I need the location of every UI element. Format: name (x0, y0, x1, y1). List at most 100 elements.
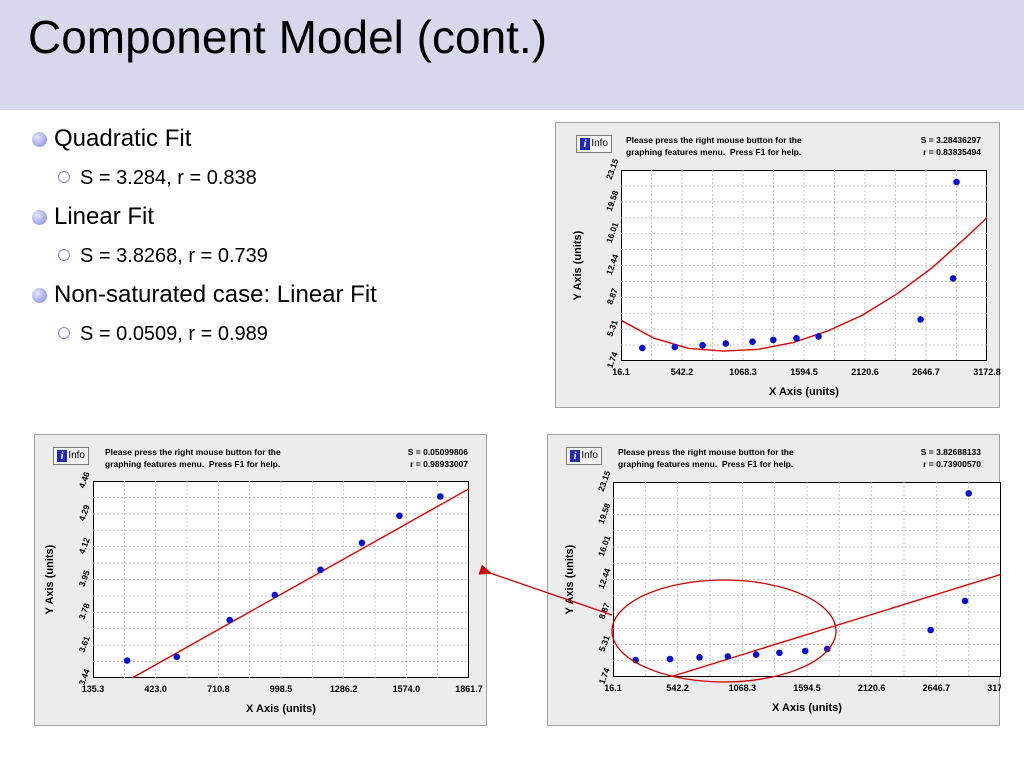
y-tick-label: 3.61 (77, 634, 92, 653)
x-tick-label: 3172.8 (987, 683, 1001, 693)
y-axis-label: Y Axis (units) (44, 544, 56, 614)
x-axis-label: X Axis (units) (246, 703, 316, 715)
info-button[interactable]: i Info (566, 447, 602, 465)
data-point (949, 275, 957, 282)
x-tick-label: 542.2 (671, 367, 694, 377)
bullet-dot-icon (32, 132, 47, 147)
x-tick-label: 1286.2 (330, 684, 358, 694)
y-tick-label: 16.01 (596, 534, 613, 558)
chart-non-saturated-linear-fit[interactable]: i Info Please press the right mouse butto… (34, 434, 487, 726)
x-tick-label: 2646.7 (912, 367, 940, 377)
stat-r: r = 0.83835494 (923, 147, 981, 157)
sub-bullet-text: S = 3.284, r = 0.838 (80, 167, 257, 189)
y-tick-label: 5.31 (605, 318, 620, 337)
data-point (770, 336, 777, 344)
data-point (271, 591, 279, 599)
data-point (123, 657, 131, 664)
info-icon: i (580, 138, 590, 150)
data-point (776, 649, 783, 657)
data-point (749, 338, 756, 345)
fit-stats: S = 0.05099806 r = 0.98933007 (343, 446, 468, 470)
data-point (317, 566, 324, 574)
x-tick-label: 135.3 (82, 684, 105, 694)
x-tick-label: 1594.5 (793, 683, 821, 693)
x-tick-label: 1068.3 (729, 367, 757, 377)
x-axis-label: X Axis (units) (769, 386, 839, 398)
sub-bullet-ring-icon (58, 327, 70, 339)
x-tick-label: 710.8 (207, 684, 230, 694)
bullet-list: Quadratic Fit S = 3.284, r = 0.838 Linea… (30, 122, 550, 356)
data-point (722, 340, 730, 347)
y-tick-label: 4.29 (77, 503, 92, 522)
bullet-text: Quadratic Fit (54, 125, 192, 152)
sub-bullet-ring-icon (58, 249, 70, 261)
sub-bullet-quadratic-stats: S = 3.284, r = 0.838 (30, 160, 550, 200)
data-point (639, 344, 646, 352)
y-tick-label: 19.58 (604, 189, 621, 213)
stat-r: r = 0.73900570 (923, 459, 981, 469)
y-tick-label: 19.58 (596, 502, 613, 526)
x-tick-label: 998.5 (270, 684, 293, 694)
info-button-label: Info (68, 450, 85, 461)
fit-line (131, 488, 469, 678)
stat-s: S = 0.05099806 (407, 447, 468, 457)
data-point (437, 493, 444, 500)
bullet-text: Linear Fit (54, 203, 155, 230)
data-point (173, 653, 181, 661)
x-tick-label: 542.2 (666, 683, 689, 693)
data-point (699, 342, 706, 349)
info-icon: i (570, 450, 580, 462)
x-tick-label: 16.1 (604, 683, 622, 693)
data-point (226, 616, 233, 624)
info-button[interactable]: i Info (576, 135, 612, 153)
x-tick-label: 2120.6 (858, 683, 886, 693)
x-tick-label: 1574.0 (393, 684, 421, 694)
info-button[interactable]: i Info (53, 447, 89, 465)
data-point (724, 653, 732, 660)
chart-linear-fit[interactable]: i Info Please press the right mouse butto… (547, 434, 1001, 726)
stat-s: S = 3.82688133 (920, 447, 981, 457)
bullet-quadratic-fit: Quadratic Fit (30, 122, 550, 160)
data-point (965, 490, 972, 497)
sub-bullet-non-saturated-stats: S = 0.0509, r = 0.989 (30, 316, 550, 356)
fit-line (669, 573, 1001, 677)
info-button-label: Info (581, 450, 598, 461)
chart-quadratic-fit[interactable]: i Info Please press the right mouse butto… (555, 122, 1001, 408)
x-tick-label: 16.1 (612, 367, 630, 377)
y-tick-label: 5.31 (597, 634, 612, 653)
y-tick-label: 4.46 (77, 470, 92, 489)
slide-header: Component Model (cont.) (0, 0, 1024, 110)
fit-stats: S = 3.82688133 r = 0.73900570 (856, 446, 981, 470)
x-axis-label: X Axis (units) (772, 702, 842, 714)
fit-stats: S = 3.28436297 r = 0.83835494 (856, 134, 981, 158)
data-point (824, 645, 831, 653)
stat-s: S = 3.28436297 (920, 135, 981, 145)
x-tick-label: 423.0 (144, 684, 167, 694)
x-tick-label: 1594.5 (790, 367, 818, 377)
y-tick-label: 4.12 (77, 536, 92, 555)
bullet-dot-icon (32, 210, 47, 225)
data-point (953, 178, 960, 186)
help-text: Please press the right mouse button for … (618, 447, 794, 469)
sub-bullet-ring-icon (58, 171, 70, 183)
data-point (396, 512, 403, 520)
y-tick-label: 8.87 (605, 287, 620, 306)
data-point (793, 334, 800, 342)
help-text: Please press the right mouse button for … (105, 447, 281, 469)
x-tick-label: 2646.7 (923, 683, 951, 693)
slide-title: Component Model (cont.) (28, 11, 548, 63)
info-icon: i (57, 450, 67, 462)
data-point (927, 626, 934, 634)
chart-canvas: 16.1 542.2 1068.3 1594.5 2120.6 2646.7 3172.8 1… (564, 469, 1001, 714)
sub-bullet-text: S = 0.0509, r = 0.989 (80, 323, 268, 345)
chart-canvas: 135.3 423.0 710.8 998.5 1286.2 1574.0 1861.7 3.… (44, 470, 483, 715)
y-tick-label: 16.01 (604, 221, 621, 245)
bullet-non-saturated-fit: Non-saturated case: Linear Fit (30, 278, 550, 316)
y-tick-label: 23.15 (604, 157, 621, 181)
data-point (358, 539, 366, 547)
bullet-linear-fit: Linear Fit (30, 200, 550, 238)
sub-bullet-text: S = 3.8268, r = 0.739 (80, 245, 268, 267)
data-point (671, 343, 679, 351)
chart-canvas: 16.1 542.2 1068.3 1594.5 2120.6 2646.7 3172.8 1… (572, 157, 1001, 398)
x-tick-label: 1068.3 (729, 683, 757, 693)
